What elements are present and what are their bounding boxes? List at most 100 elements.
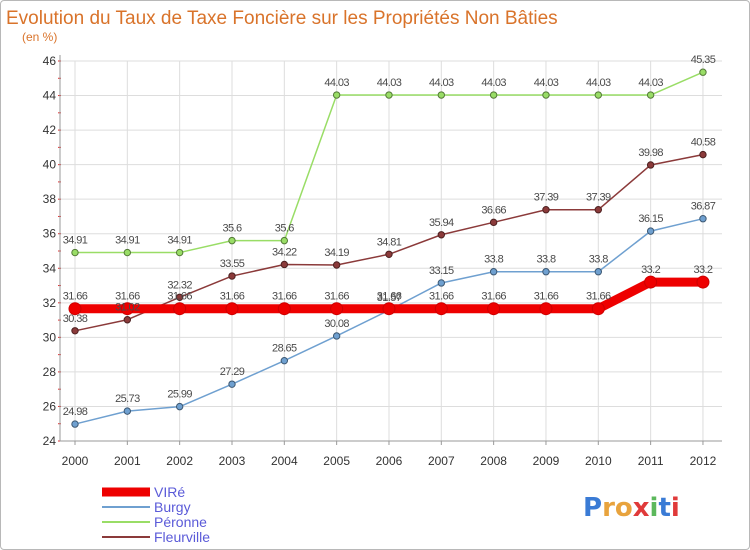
data-label-p-ronne: 35.6 xyxy=(222,223,241,235)
x-tick-label: 2009 xyxy=(533,454,560,468)
data-label-p-ronne: 44.03 xyxy=(638,77,663,89)
logo-letter: t xyxy=(658,493,670,523)
logo-letter: o xyxy=(615,493,633,523)
data-point-vir- xyxy=(539,302,553,316)
data-label-burgy: 33.8 xyxy=(484,254,503,266)
data-label-vir-: 31.66 xyxy=(534,291,559,303)
data-label-vir-: 33.2 xyxy=(641,264,660,276)
data-label-burgy: 36.87 xyxy=(691,201,716,213)
x-tick-label: 2006 xyxy=(376,454,403,468)
x-tick-label: 2005 xyxy=(323,454,350,468)
logo-letter: r xyxy=(602,493,615,523)
data-point-p-ronne xyxy=(437,91,446,99)
x-tick-label: 2010 xyxy=(585,454,612,468)
logo-letter: x xyxy=(633,493,650,523)
data-label-fleurville: 36.66 xyxy=(481,204,506,216)
x-tick-label: 2012 xyxy=(690,454,717,468)
chart-title: Evolution du Taux de Taxe Foncière sur l… xyxy=(6,8,558,29)
logo-text: Proxiti xyxy=(583,493,680,523)
data-point-burgy xyxy=(123,407,132,415)
x-tick-label: 2000 xyxy=(62,454,89,468)
data-label-burgy: 25.99 xyxy=(167,389,192,401)
data-label-p-ronne: 34.91 xyxy=(167,235,192,247)
logo-letter: i xyxy=(671,493,680,523)
data-label-p-ronne: 44.03 xyxy=(429,77,454,89)
data-point-fleurville xyxy=(646,161,655,169)
data-point-burgy xyxy=(280,356,289,365)
data-point-vir- xyxy=(225,302,239,316)
y-tick-label: 24 xyxy=(43,434,57,448)
data-point-fleurville xyxy=(228,272,236,280)
data-point-fleurville xyxy=(699,150,707,159)
chart-subtitle: (en %) xyxy=(22,30,57,44)
data-label-burgy: 27.29 xyxy=(220,366,245,378)
data-label-burgy: 33.15 xyxy=(429,265,454,277)
data-point-fleurville xyxy=(280,260,289,269)
data-point-vir- xyxy=(120,302,134,316)
x-tick-label: 2007 xyxy=(428,454,455,468)
data-label-vir-: 31.66 xyxy=(429,291,454,303)
data-point-fleurville xyxy=(385,250,393,258)
data-label-burgy: 24.98 xyxy=(63,406,88,418)
data-label-fleurville: 34.81 xyxy=(377,236,402,248)
data-label-fleurville: 40.58 xyxy=(691,137,716,149)
y-tick-label: 46 xyxy=(43,54,57,68)
data-label-p-ronne: 44.03 xyxy=(586,77,611,89)
data-point-vir- xyxy=(434,302,448,316)
x-tick-label: 2002 xyxy=(166,454,193,468)
data-point-burgy xyxy=(699,215,707,223)
data-label-p-ronne: 45.35 xyxy=(691,54,716,66)
data-label-fleurville: 30.38 xyxy=(63,313,88,325)
data-point-p-ronne xyxy=(71,248,79,257)
data-point-p-ronne xyxy=(542,91,550,99)
data-label-burgy: 36.15 xyxy=(638,213,663,225)
proxiti-logo: Proxiti xyxy=(583,493,680,523)
data-point-burgy xyxy=(646,227,655,235)
data-label-p-ronne: 44.03 xyxy=(534,77,559,89)
legend-label-vir-: VIRé xyxy=(154,484,185,500)
data-point-burgy xyxy=(542,268,550,276)
data-point-fleurville xyxy=(332,261,341,269)
y-tick-label: 44 xyxy=(43,89,57,103)
x-tick-label: 2011 xyxy=(638,454,664,468)
data-point-vir- xyxy=(277,302,291,316)
data-label-fleurville: 32.32 xyxy=(167,279,192,291)
data-point-p-ronne xyxy=(646,91,655,99)
data-point-vir- xyxy=(487,302,501,316)
grid xyxy=(60,60,722,442)
axes: 24 26 28 30 32 34 36 38 40 42 44 46 2000 2001 2002 2003… xyxy=(43,54,722,468)
data-labels: 24.98 25.73 25.99 27.29 28.65 30.08 31.57 33.15… xyxy=(63,54,717,418)
data-label-vir-: 31.66 xyxy=(220,291,245,303)
data-point-fleurville xyxy=(594,206,602,214)
data-point-vir- xyxy=(591,302,605,316)
data-point-burgy xyxy=(437,279,446,287)
data-point-p-ronne xyxy=(594,91,602,99)
data-label-vir-: 31.66 xyxy=(63,291,88,303)
data-point-vir- xyxy=(330,302,344,316)
data-point-burgy xyxy=(489,268,498,276)
data-label-fleurville: 33.55 xyxy=(220,258,245,270)
legend-label-fleurville: Fleurville xyxy=(154,529,210,545)
data-point-fleurville xyxy=(123,316,132,324)
y-tick-label: 38 xyxy=(43,192,57,206)
data-label-vir-: 31.66 xyxy=(586,291,611,303)
data-point-fleurville xyxy=(489,218,498,227)
logo-letter: P xyxy=(583,493,602,523)
data-label-fleurville: 37.39 xyxy=(586,192,611,204)
data-point-burgy xyxy=(71,420,79,428)
data-point-p-ronne xyxy=(385,91,393,99)
data-label-vir-: 31.66 xyxy=(115,291,140,303)
data-label-p-ronne: 44.03 xyxy=(481,77,506,89)
data-point-burgy xyxy=(228,380,236,388)
data-point-p-ronne xyxy=(123,248,132,257)
data-point-fleurville xyxy=(71,327,79,335)
y-tick-label: 28 xyxy=(43,365,57,379)
data-point-vir- xyxy=(696,275,710,289)
data-point-burgy xyxy=(332,332,341,340)
data-point-p-ronne xyxy=(228,236,236,245)
data-point-vir- xyxy=(173,302,187,316)
logo-letter: i xyxy=(650,493,659,523)
data-label-fleurville: 37.39 xyxy=(534,192,559,204)
